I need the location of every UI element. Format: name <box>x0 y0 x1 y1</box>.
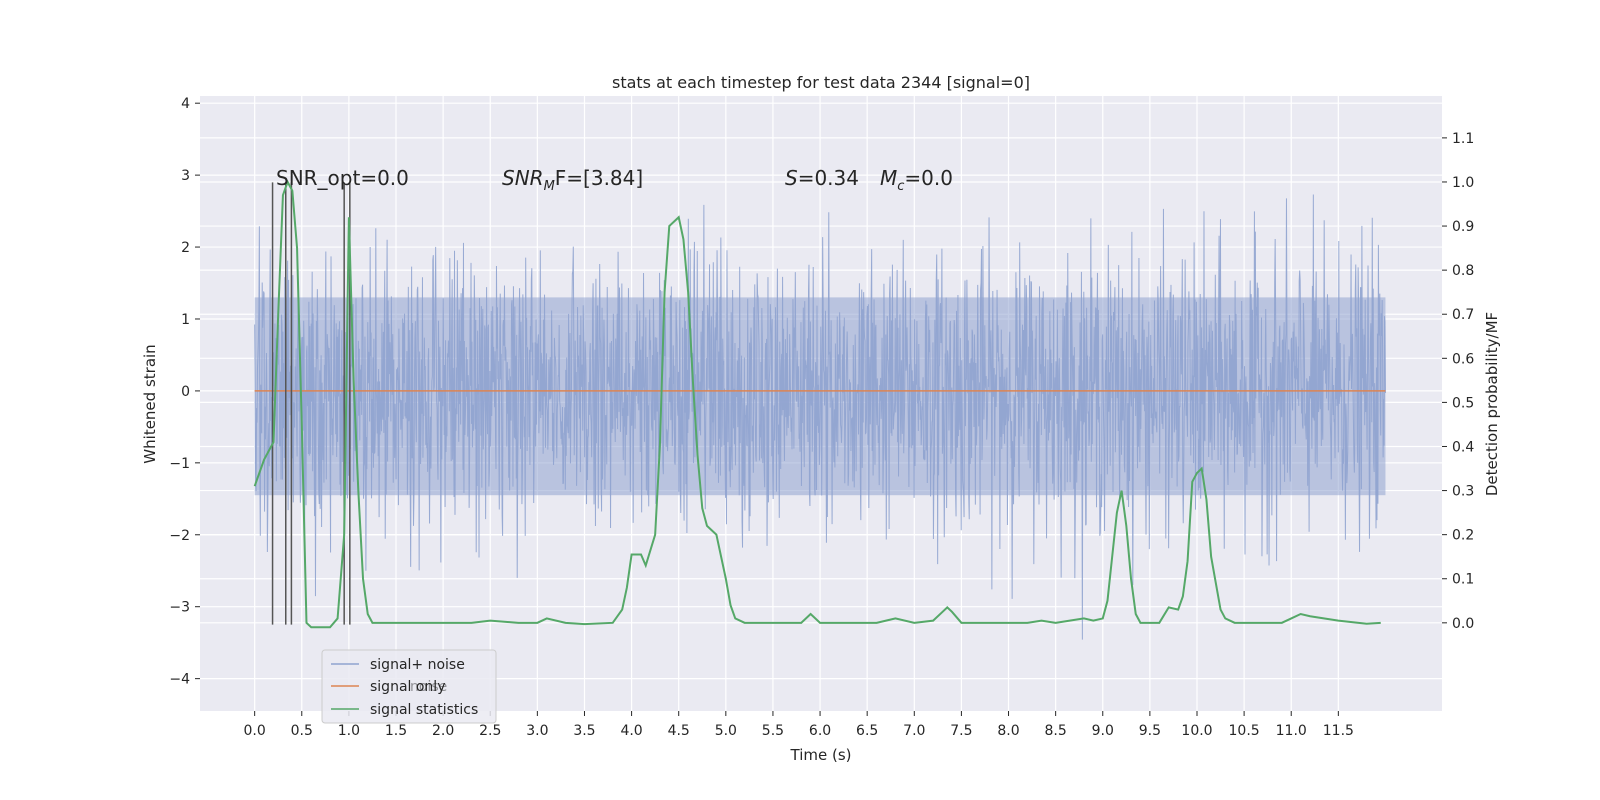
x-tick-label: 2.0 <box>432 723 454 739</box>
x-tick-label: 9.0 <box>1092 723 1114 739</box>
x-tick-label: 11.5 <box>1323 723 1354 739</box>
y2-tick-label: 0.9 <box>1452 219 1474 235</box>
signal-statistics-line <box>253 179 1381 629</box>
y2-axis-label: Detection probability/MF <box>1483 312 1501 496</box>
annotation-snr-mf-sub: M <box>544 179 555 194</box>
y2-tick-label: 0.2 <box>1452 528 1474 544</box>
y2-tick-label: 0.7 <box>1452 307 1474 323</box>
y-tick-label: −1 <box>169 456 190 472</box>
y2-tick-label: 0.5 <box>1452 395 1474 411</box>
y-tick-label: −3 <box>169 600 190 616</box>
annotation-mc-rest: =0.0 <box>904 166 953 190</box>
annotation-snr-opt: SNR_opt=0.0 <box>276 166 409 190</box>
noise-dense-band <box>254 297 1386 496</box>
y-tick-label: 0 <box>181 384 190 400</box>
annotation-mc-main: M <box>880 166 897 190</box>
x-tick-label: 4.5 <box>668 723 690 739</box>
y2-tick-label: 1.0 <box>1452 175 1474 191</box>
axes: 0.0 0.5 1.0 1.5 2.0 2.5 3.0 3.5 4.0 4.5 5.0 5.5 6.0 6… <box>169 96 1474 739</box>
y2-tick-label: 0.6 <box>1452 351 1474 367</box>
x-tick-label: 10.0 <box>1181 723 1212 739</box>
annotation-mc: Mc=0.0 <box>880 166 953 194</box>
annotation-snr-mf: SNRMF=[3.84] <box>502 166 643 194</box>
annotation-s-rest: =0.34 <box>798 166 859 190</box>
legend-box <box>321 649 497 724</box>
y-tick-label: −4 <box>169 672 190 688</box>
x-tick-label: 0.5 <box>291 723 313 739</box>
annotation-s: S=0.34 <box>785 166 859 190</box>
x-tick-label: 9.5 <box>1139 723 1161 739</box>
chart-title: stats at each timestep for test data 234… <box>612 73 1030 92</box>
x-tick-label: 11.0 <box>1276 723 1307 739</box>
annotation-snr-mf-main: SNR <box>502 166 544 190</box>
y2-tick-label: 0.1 <box>1452 572 1474 588</box>
x-tick-label: 1.0 <box>338 723 360 739</box>
x-tick-label: 5.0 <box>715 723 737 739</box>
annotation-s-main: S <box>785 166 798 190</box>
x-tick-label: 8.0 <box>997 723 1019 739</box>
y-tick-label: 3 <box>181 168 190 184</box>
y2-tick-label: 0.0 <box>1452 616 1474 632</box>
x-tick-label: 2.5 <box>479 723 501 739</box>
x-tick-label: 6.5 <box>856 723 878 739</box>
x-tick-label: 3.5 <box>573 723 595 739</box>
y-tick-label: −2 <box>169 528 190 544</box>
y2-tick-label: 0.8 <box>1452 263 1474 279</box>
x-tick-label: 1.5 <box>385 723 407 739</box>
x-tick-label: 3.0 <box>526 723 548 739</box>
legend-label-signal-statistics: signal statistics <box>370 702 478 718</box>
x-tick-label: 8.5 <box>1045 723 1067 739</box>
legend-ghost-text: noise <box>410 679 447 695</box>
annotation-snr-mf-rest: F=[3.84] <box>555 166 643 190</box>
y2-tick-label: 0.4 <box>1452 439 1474 455</box>
x-tick-label: 0.0 <box>244 723 266 739</box>
series-signal-statistics <box>253 179 1381 629</box>
series-signal-noise <box>254 194 1386 640</box>
legend-label-signal-only: signal only <box>370 679 445 695</box>
x-tick-label: 5.5 <box>762 723 784 739</box>
legend-label-signal-noise: signal+ noise <box>370 657 465 673</box>
x-tick-label: 4.0 <box>620 723 642 739</box>
y-tick-label: 2 <box>181 240 190 256</box>
y-tick-label: 1 <box>181 312 190 328</box>
y2-tick-label: 1.1 <box>1452 131 1474 147</box>
y-tick-label: 4 <box>181 96 190 112</box>
annotation-mc-sub: c <box>897 179 904 194</box>
y-axis-label: Whitened strain <box>141 344 159 463</box>
y2-tick-label: 0.3 <box>1452 484 1474 500</box>
x-tick-label: 10.5 <box>1229 723 1260 739</box>
x-tick-label: 7.5 <box>950 723 972 739</box>
legend: noise signal+ noise signal only signal s… <box>321 649 497 724</box>
x-tick-label: 7.0 <box>903 723 925 739</box>
x-tick-label: 6.0 <box>809 723 831 739</box>
x-axis-label: Time (s) <box>790 746 852 764</box>
